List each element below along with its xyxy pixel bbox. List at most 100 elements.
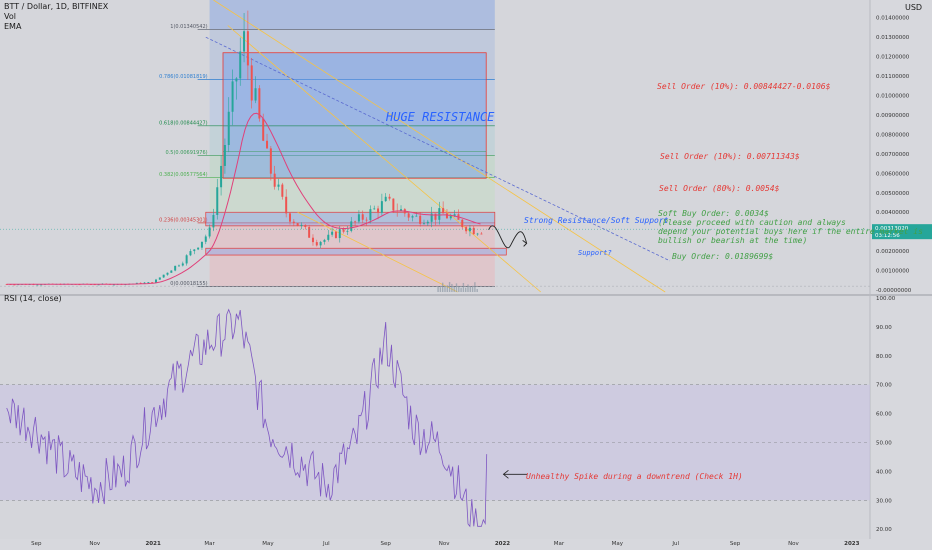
time-tick-label: Nov — [89, 541, 100, 547]
time-tick-label: Mar — [554, 541, 565, 547]
candle-body — [151, 282, 154, 283]
volume-bar — [444, 285, 446, 292]
candle-body — [415, 215, 418, 217]
rsi-tick-label: 40.00 — [876, 469, 892, 475]
soft-buy-line-2: (Please proceed with caution and always — [658, 218, 846, 227]
fib-label: 0.382(0.00577564) — [159, 172, 207, 178]
candle-body — [135, 282, 138, 284]
volume-bar — [471, 285, 474, 292]
time-tick-label: Sep — [31, 541, 42, 547]
fib-zone-top — [209, 0, 495, 30]
candle-body — [112, 284, 115, 286]
trendline-mid — [227, 25, 542, 293]
sell-order-1: Sell Order (10%): 0.00844427-0.0106$ — [657, 82, 831, 91]
candle-body — [449, 216, 452, 219]
candle-body — [13, 284, 16, 286]
candle-body — [392, 198, 395, 211]
candle-body — [338, 229, 341, 239]
volume-bar — [446, 285, 448, 292]
price-tick-label: -0.00000000 — [876, 288, 912, 294]
huge-resistance-box — [222, 52, 487, 179]
candle-body — [143, 282, 146, 284]
sell-order-2: Sell Order (10%): 0.00711343$ — [660, 152, 800, 161]
price-tick-label: 0.01000000 — [876, 94, 910, 100]
candle-body — [231, 81, 234, 112]
candle-body — [422, 223, 425, 225]
trendline-lower — [297, 211, 458, 293]
time-tick-label: May — [612, 541, 624, 547]
rsi-indicator-label[interactable]: RSI (14, close) — [4, 294, 62, 303]
fib-zone — [209, 29, 495, 80]
candle-body — [476, 233, 479, 235]
candle-body — [323, 239, 326, 242]
last-price-value: 0.00313020 — [875, 226, 909, 232]
candle-body — [189, 251, 192, 256]
candle-body — [200, 241, 203, 248]
rsi-tick-label: 30.00 — [876, 498, 892, 504]
candle-body — [365, 219, 368, 221]
rsi-tick-label: 20.00 — [876, 527, 892, 533]
volume-bar — [439, 287, 442, 292]
candle-body — [319, 241, 322, 246]
candle-body — [377, 208, 380, 213]
candle-body — [327, 234, 330, 240]
fib-label: 1(0.01340542) — [170, 24, 207, 30]
candle-body — [357, 214, 360, 222]
candle-body — [220, 165, 223, 188]
time-tick-label: Sep — [730, 541, 741, 547]
candle-body — [388, 196, 391, 199]
ema-indicator-label[interactable]: EMA — [4, 22, 22, 31]
candle-body — [17, 284, 20, 286]
fib-label: 0.236(0.00345301) — [159, 217, 207, 223]
candle-body — [434, 213, 437, 220]
candle-body — [354, 221, 357, 223]
volume-bar — [437, 286, 439, 292]
buy-order-label: Buy Order: 0.0189699$ — [672, 252, 774, 261]
candle-body — [334, 231, 337, 239]
projection-arrow — [488, 225, 528, 249]
candle-body — [262, 118, 265, 141]
candle-body — [162, 274, 165, 278]
candle-body — [331, 231, 334, 235]
candle-body — [166, 272, 169, 275]
rsi-line — [6, 308, 488, 528]
candle-body — [254, 88, 257, 101]
candle-body — [465, 227, 468, 232]
volume-bar — [474, 282, 476, 292]
candle-body — [235, 78, 238, 82]
candle-body — [216, 187, 219, 215]
volume-indicator-label[interactable]: Vol — [4, 12, 16, 21]
candle-body — [281, 184, 284, 197]
volume-bar — [469, 286, 471, 292]
candle-body — [239, 51, 242, 79]
time-tick-label: May — [262, 541, 274, 547]
candle-body — [204, 236, 207, 242]
fib-label: 0(0.00018155) — [170, 281, 207, 287]
candle-body — [369, 209, 372, 221]
price-tick-label: 0.00800000 — [876, 132, 910, 138]
candle-body — [155, 279, 158, 283]
time-tick-label: Mar — [204, 541, 215, 547]
rsi-note: Unhealthy Spike during a downtrend (Chec… — [526, 472, 743, 481]
candle-body — [185, 255, 188, 264]
candles — [5, 10, 483, 286]
candle-body — [258, 88, 261, 119]
volume-bar — [441, 282, 444, 292]
volume-bar — [464, 287, 467, 292]
candle-body — [361, 214, 364, 220]
price-tick-label: 0.00400000 — [876, 210, 910, 216]
projection-arrowhead — [522, 240, 528, 247]
candle-body — [419, 215, 422, 224]
candle-body — [442, 208, 445, 214]
candle-body — [269, 148, 272, 174]
volume-bar — [462, 282, 465, 292]
fib-zone — [209, 79, 495, 126]
candle-body — [380, 201, 383, 213]
support-label: Support? — [578, 249, 612, 257]
volume-bar — [460, 287, 462, 292]
candle-body — [40, 284, 43, 286]
candle-body — [174, 265, 177, 271]
trendline-upper — [213, 0, 666, 293]
